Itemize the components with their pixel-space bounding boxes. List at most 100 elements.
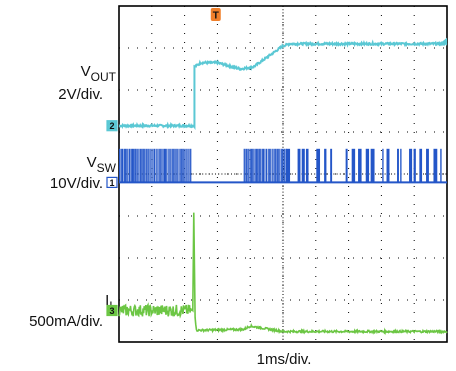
- trace-ch1-pulse: [244, 148, 246, 183]
- ch2-right-offset-marker: [442, 37, 447, 46]
- trace-ch1-pulse: [154, 148, 156, 183]
- trace-ch1-pulse: [141, 148, 143, 183]
- trace-ch1-pulse: [370, 148, 375, 183]
- trace-ch1-pulse: [143, 148, 145, 183]
- trace-ch1-pulse: [179, 148, 181, 183]
- trace-ch1-pulse: [433, 148, 438, 183]
- trace-ch1-pulse: [133, 148, 135, 183]
- trace-ch1-pulse: [173, 148, 175, 183]
- trace-ch1-pulse: [297, 148, 301, 183]
- trace-ch1-pulse: [345, 148, 348, 183]
- channel-2-marker: [106, 120, 118, 132]
- trace-ch1-pulse: [268, 148, 270, 183]
- trace-ch1-pulse: [413, 148, 416, 183]
- channel-2-marker-label: 2: [109, 121, 114, 131]
- trace-ch1-pulse: [142, 148, 144, 183]
- trace-ch1-pulse: [187, 148, 189, 183]
- trace-ch1-pulse: [266, 148, 268, 183]
- trace-ch1-pulse: [382, 148, 384, 183]
- trace-ch1-pulse: [301, 148, 305, 183]
- trace-ch1-pulse: [155, 148, 157, 183]
- scope-markers: T: [210, 8, 447, 46]
- trace-ch1-pulse: [147, 148, 149, 183]
- trace-ch1-pulse: [277, 148, 279, 183]
- trace-ch1-pulse: [259, 148, 261, 183]
- trace-ch1-pulse: [181, 148, 183, 183]
- trace-ch1-pulse: [270, 148, 272, 183]
- trace-ch1-pulse: [284, 148, 286, 183]
- trace-ch1-pulse: [275, 148, 277, 183]
- trace-ch1-pulse: [330, 148, 333, 183]
- channel-2-scale: 2V/div.: [58, 86, 103, 103]
- channel-3-marker-label: 3: [109, 306, 114, 316]
- trace-ch1-pulse: [305, 148, 309, 183]
- trace-ch1-pulse: [171, 148, 173, 183]
- trigger-marker-label: T: [213, 11, 219, 22]
- trace-ch1-pulse: [252, 148, 254, 183]
- trace-ch1-pulse: [274, 148, 276, 183]
- channel-3-marker: [106, 304, 118, 317]
- trace-ch1-pulse: [283, 148, 285, 183]
- trace-ch1-pulse: [135, 148, 137, 183]
- trace-ch1-pulse: [281, 148, 283, 183]
- trace-ch1-pulse: [158, 148, 160, 183]
- trace-ch1-pulse: [166, 148, 168, 183]
- trace-ch1-pulse: [386, 148, 390, 183]
- trace-ch1-pulse: [254, 148, 256, 183]
- trace-ch1-pulse: [127, 148, 129, 183]
- trace-ch1-pulse: [152, 148, 154, 183]
- trace-ch1-pulse: [258, 148, 260, 183]
- trace-ch1-pulse: [279, 148, 281, 183]
- trace-ch1-pulse: [139, 148, 141, 183]
- trace-ch1-pulse: [149, 148, 151, 183]
- trace-ch1-pulse: [316, 148, 321, 183]
- trace-ch1-pulse: [184, 148, 186, 183]
- trace-ch1-pulse: [182, 148, 184, 183]
- trace-ch1-pulse: [145, 148, 147, 183]
- trace-ch1-pulse: [273, 148, 275, 183]
- trace-ch1-pulse: [351, 148, 356, 183]
- channel-1-name-main: V: [87, 154, 97, 171]
- trace-ch1-pulse: [400, 148, 402, 183]
- trace-ch1-pulse: [167, 148, 169, 183]
- timebase-label: 1ms/div.: [257, 351, 312, 368]
- channel-3-name-main: I: [105, 292, 109, 309]
- trace-ch1-pulse: [257, 148, 259, 183]
- trace-ch1-pulse: [249, 148, 251, 183]
- trace-ch1-pulse: [132, 148, 134, 183]
- trace-ch1-pulse: [176, 148, 178, 183]
- trace-ch1-pulse: [144, 148, 146, 183]
- trace-ch3: [118, 212, 448, 336]
- trace-ch1-pulse: [151, 148, 153, 183]
- trace-ch1-pulse: [175, 148, 177, 183]
- channel-1-scale: 10V/div.: [50, 175, 103, 192]
- trace-ch1-pulse: [190, 148, 192, 183]
- channel-3-scale: 500mA/div.: [29, 313, 103, 330]
- trace-ch1-pulse: [119, 148, 120, 183]
- trace-ch1-pulse: [134, 148, 136, 183]
- trace-ch1-pulse: [264, 148, 266, 183]
- trace-ch1-pulse: [178, 148, 180, 183]
- trace-ch1-pulse: [122, 148, 124, 183]
- trace-ch1-pulse: [358, 148, 362, 183]
- trace-ch1-pulse: [282, 148, 284, 183]
- trace-ch1-pulse: [126, 148, 128, 183]
- trace-ch1-pulse: [138, 148, 140, 183]
- trace-ch1-pulse: [174, 148, 176, 183]
- channel-2-name-sub: OUT: [91, 70, 117, 84]
- trace-ch1-pulse: [286, 148, 291, 183]
- trace-ch1-pulse: [267, 148, 269, 183]
- trace-ch1-pulse: [120, 148, 122, 183]
- trace-ch1-pulse: [130, 148, 132, 183]
- trace-ch1-pulse: [245, 148, 247, 183]
- trace-ch2: [118, 39, 448, 131]
- channel-1-name-sub: SW: [97, 161, 117, 175]
- trace-ch1-pulse: [260, 148, 262, 183]
- trace-ch1-pulse: [409, 148, 413, 183]
- trace-ch1-pulse: [247, 148, 249, 183]
- trace-ch1-pulse: [121, 148, 123, 183]
- channel-1-name: VSW: [87, 154, 117, 175]
- trace-ch1-pulse: [163, 148, 165, 183]
- trace-ch1-pulse: [251, 148, 253, 183]
